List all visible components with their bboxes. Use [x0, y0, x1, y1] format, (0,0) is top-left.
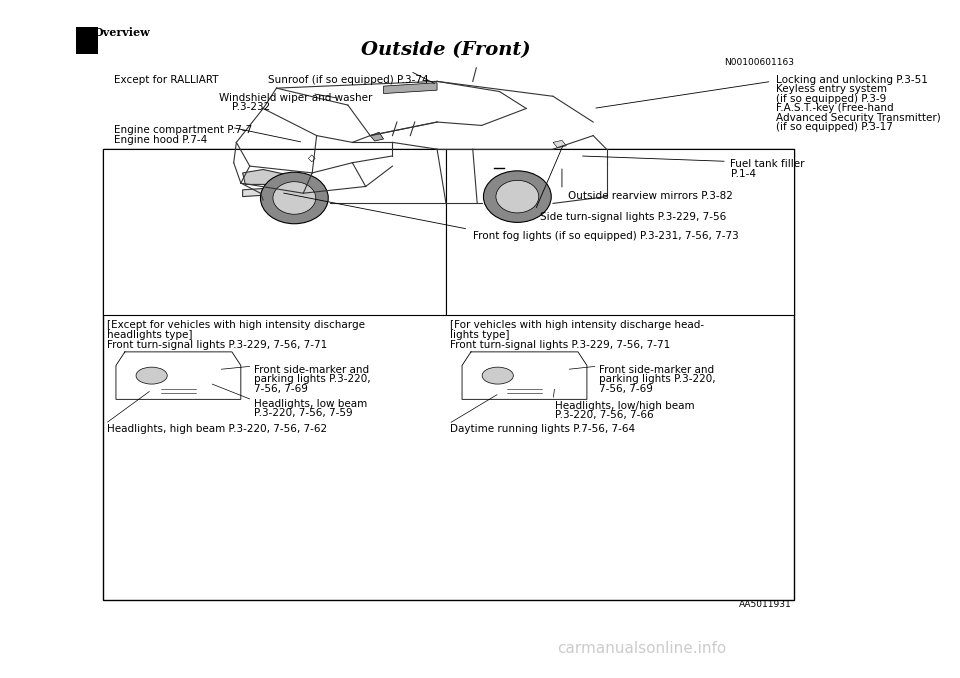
- Text: Outside (Front): Outside (Front): [361, 41, 531, 59]
- Text: Advanced Security Transmitter): Advanced Security Transmitter): [776, 113, 941, 123]
- Text: (if so equipped) P.3-17: (if so equipped) P.3-17: [776, 122, 893, 132]
- Text: Headlights, low beam: Headlights, low beam: [254, 399, 368, 409]
- Text: Front side-marker and: Front side-marker and: [599, 365, 714, 375]
- Text: AA5011931: AA5011931: [739, 600, 792, 609]
- Text: lights type]: lights type]: [449, 330, 509, 340]
- Text: Front turn-signal lights P.3-229, 7-56, 7-71: Front turn-signal lights P.3-229, 7-56, …: [107, 340, 327, 351]
- Text: Overview: Overview: [94, 27, 151, 38]
- Bar: [446, 149, 794, 315]
- Circle shape: [484, 171, 551, 222]
- Ellipse shape: [482, 367, 514, 384]
- Text: Headlights, low/high beam: Headlights, low/high beam: [555, 401, 694, 411]
- Text: N00100601163: N00100601163: [724, 58, 794, 66]
- Text: P.3-232: P.3-232: [232, 102, 270, 113]
- Text: carmanualsonline.info: carmanualsonline.info: [558, 641, 727, 656]
- Text: 7-56, 7-69: 7-56, 7-69: [254, 384, 308, 394]
- Text: Front fog lights (if so equipped) P.3-231, 7-56, 7-73: Front fog lights (if so equipped) P.3-23…: [472, 231, 738, 241]
- Text: Keyless entry system: Keyless entry system: [776, 84, 887, 94]
- Text: Engine hood P.7-4: Engine hood P.7-4: [114, 135, 207, 145]
- Bar: [103, 149, 794, 600]
- Text: [Except for vehicles with high intensity discharge: [Except for vehicles with high intensity…: [107, 320, 365, 330]
- Bar: [76, 27, 98, 54]
- Text: parking lights P.3-220,: parking lights P.3-220,: [254, 374, 371, 384]
- Text: Headlights, high beam P.3-220, 7-56, 7-62: Headlights, high beam P.3-220, 7-56, 7-6…: [107, 424, 327, 435]
- Text: Daytime running lights P.7-56, 7-64: Daytime running lights P.7-56, 7-64: [449, 424, 635, 435]
- Text: parking lights P.3-220,: parking lights P.3-220,: [599, 374, 716, 384]
- Text: P.3-220, 7-56, 7-66: P.3-220, 7-56, 7-66: [555, 410, 654, 420]
- Text: headlights type]: headlights type]: [107, 330, 193, 340]
- Text: Sunroof (if so equipped) P.3-74: Sunroof (if so equipped) P.3-74: [268, 75, 428, 85]
- Text: [For vehicles with high intensity discharge head-: [For vehicles with high intensity discha…: [449, 320, 704, 330]
- Text: Front side-marker and: Front side-marker and: [254, 365, 370, 375]
- Polygon shape: [553, 140, 566, 148]
- Text: 7-56, 7-69: 7-56, 7-69: [599, 384, 653, 394]
- Polygon shape: [384, 83, 437, 94]
- Circle shape: [273, 182, 316, 214]
- Text: Front turn-signal lights P.3-229, 7-56, 7-71: Front turn-signal lights P.3-229, 7-56, …: [449, 340, 670, 351]
- Text: Except for RALLIART: Except for RALLIART: [114, 75, 219, 85]
- Text: P.3-220, 7-56, 7-59: P.3-220, 7-56, 7-59: [254, 408, 353, 418]
- Text: (if so equipped) P.3-9: (if so equipped) P.3-9: [776, 94, 886, 104]
- Text: Side turn-signal lights P.3-229, 7-56: Side turn-signal lights P.3-229, 7-56: [540, 212, 726, 222]
- Text: Fuel tank filler: Fuel tank filler: [730, 159, 804, 170]
- Text: P.1-4: P.1-4: [732, 169, 756, 179]
- Polygon shape: [243, 170, 295, 184]
- Text: F.A.S.T.-key (Free-hand: F.A.S.T.-key (Free-hand: [776, 103, 894, 113]
- Text: Outside rearview mirrors P.3-82: Outside rearview mirrors P.3-82: [568, 191, 733, 201]
- Polygon shape: [243, 188, 263, 197]
- Text: Engine compartment P.7-7: Engine compartment P.7-7: [114, 125, 252, 136]
- Circle shape: [260, 172, 328, 224]
- Text: Locking and unlocking P.3-51: Locking and unlocking P.3-51: [776, 75, 928, 85]
- Circle shape: [496, 180, 539, 213]
- Text: ◇: ◇: [308, 153, 316, 162]
- Text: Windshield wiper and washer: Windshield wiper and washer: [219, 93, 372, 103]
- Polygon shape: [371, 132, 384, 141]
- Bar: [103, 149, 446, 315]
- Ellipse shape: [136, 367, 167, 384]
